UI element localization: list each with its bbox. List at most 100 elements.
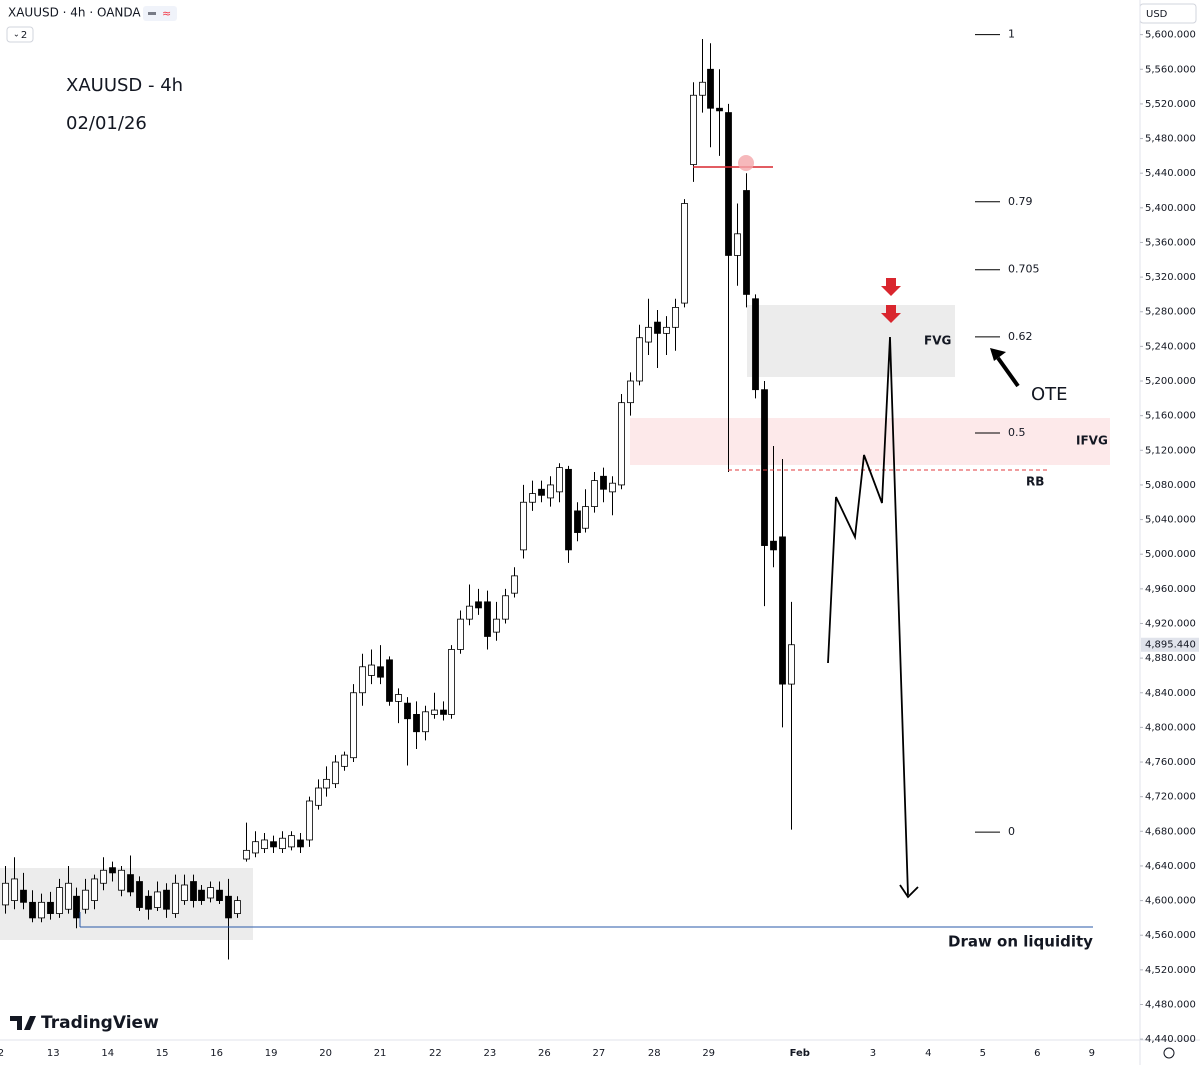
candle-body — [386, 659, 393, 702]
y-tick-label: 5,600.000 — [1145, 30, 1196, 41]
candle-body — [529, 493, 536, 503]
red-arrow — [881, 305, 901, 323]
candle-body — [368, 664, 375, 676]
y-tick-label: 5,240.000 — [1145, 341, 1196, 352]
x-tick-label: 6 — [1034, 1048, 1040, 1059]
candle-body — [422, 711, 429, 733]
y-tick-label: 5,480.000 — [1145, 134, 1196, 145]
symbol-header: XAUUSD · 4h · OANDA — [8, 6, 141, 20]
y-tick-label: 5,320.000 — [1145, 272, 1196, 283]
x-tick-label: 5 — [980, 1048, 986, 1059]
candle-body — [154, 891, 161, 908]
y-tick-label: 4,680.000 — [1145, 826, 1196, 837]
fvg-label: FVG — [924, 334, 951, 348]
chevron: ⌄ — [13, 30, 20, 39]
settings-icon[interactable] — [1163, 1047, 1175, 1059]
candle-body — [538, 488, 545, 496]
last-price-label: 4,895.440 — [1145, 640, 1196, 651]
y-tick-label: 4,760.000 — [1145, 757, 1196, 768]
y-tick-label: 5,360.000 — [1145, 237, 1196, 248]
chart-title: XAUUSD - 4h — [66, 75, 183, 96]
candle-body — [297, 839, 304, 848]
candle-body — [484, 601, 491, 637]
sweep-dot — [738, 155, 754, 171]
candle-body — [743, 190, 750, 295]
y-tick-label: 5,400.000 — [1145, 203, 1196, 214]
candle-body — [243, 849, 250, 860]
range-zone — [0, 868, 253, 940]
currency: USD — [1146, 9, 1168, 20]
ote-arrow-head — [990, 348, 1006, 361]
candle-body — [225, 895, 232, 919]
candle-body — [65, 882, 72, 910]
candle-body — [234, 900, 241, 914]
x-tick-label: Feb — [790, 1048, 810, 1059]
candle-body — [306, 800, 313, 841]
candle-body — [681, 203, 688, 304]
watermark: TradingView — [41, 1013, 159, 1033]
candle-body — [690, 94, 697, 165]
candle-body — [270, 841, 277, 848]
y-tick-label: 5,120.000 — [1145, 445, 1196, 456]
candle-body — [82, 889, 89, 910]
x-tick-label: 28 — [648, 1048, 661, 1059]
candle-body — [636, 337, 643, 382]
ifvg-label: IFVG — [1076, 434, 1108, 448]
candle-body — [395, 694, 402, 702]
candle-body — [127, 874, 134, 893]
x-tick-label: 16 — [210, 1048, 223, 1059]
y-tick-label: 4,480.000 — [1145, 999, 1196, 1010]
x-tick-label: 15 — [156, 1048, 169, 1059]
candle-body — [190, 881, 197, 901]
candle-body — [261, 839, 268, 850]
candle-body — [788, 644, 795, 685]
candle-body — [315, 787, 322, 806]
y-tick-label: 5,440.000 — [1145, 168, 1196, 179]
candle-body — [20, 889, 27, 903]
candle-body — [56, 887, 63, 914]
candle-body — [547, 484, 554, 499]
logo-mark — [10, 1016, 36, 1030]
candle-body — [493, 618, 500, 633]
candle-body — [145, 895, 152, 910]
candle-body — [38, 901, 45, 919]
candle-body — [207, 887, 214, 899]
candle-body — [359, 666, 366, 694]
candle-body — [520, 501, 527, 551]
y-tick-label: 5,040.000 — [1145, 515, 1196, 526]
x-tick-label: 29 — [702, 1048, 715, 1059]
candle-body — [752, 298, 759, 391]
ote-arrow — [996, 356, 1020, 388]
candle-body — [404, 702, 411, 720]
y-tick-label: 4,520.000 — [1145, 965, 1196, 976]
x-tick-label: 22 — [429, 1048, 442, 1059]
candle-body — [47, 901, 54, 914]
y-tick-label: 4,720.000 — [1145, 792, 1196, 803]
candle-body — [663, 326, 670, 334]
candle-body — [448, 649, 455, 715]
indicator-count: 2 — [21, 30, 27, 41]
candle-body — [556, 467, 563, 493]
y-tick-label: 4,560.000 — [1145, 930, 1196, 941]
candle-body — [707, 68, 714, 109]
candle-body — [591, 480, 598, 507]
fib-label: 0.705 — [1008, 263, 1040, 276]
candle-body — [350, 692, 357, 759]
candle-body — [252, 841, 259, 854]
x-tick-label: 4 — [925, 1048, 931, 1059]
chart-subtitle: 02/01/26 — [66, 113, 147, 134]
candle-body — [627, 380, 634, 404]
y-tick-label: 4,960.000 — [1145, 584, 1196, 595]
badge-icon: ≈ — [162, 7, 171, 20]
indicator-toggle[interactable] — [6, 26, 34, 43]
badge[interactable] — [143, 6, 177, 21]
candle-body — [600, 475, 607, 490]
candle-body — [100, 869, 107, 884]
candle-body — [91, 878, 98, 901]
candle-body — [73, 895, 80, 919]
x-tick-label: 20 — [319, 1048, 332, 1059]
projection-arrow — [899, 884, 919, 899]
fib-label: 0.5 — [1008, 426, 1026, 439]
candle-body — [725, 112, 732, 256]
